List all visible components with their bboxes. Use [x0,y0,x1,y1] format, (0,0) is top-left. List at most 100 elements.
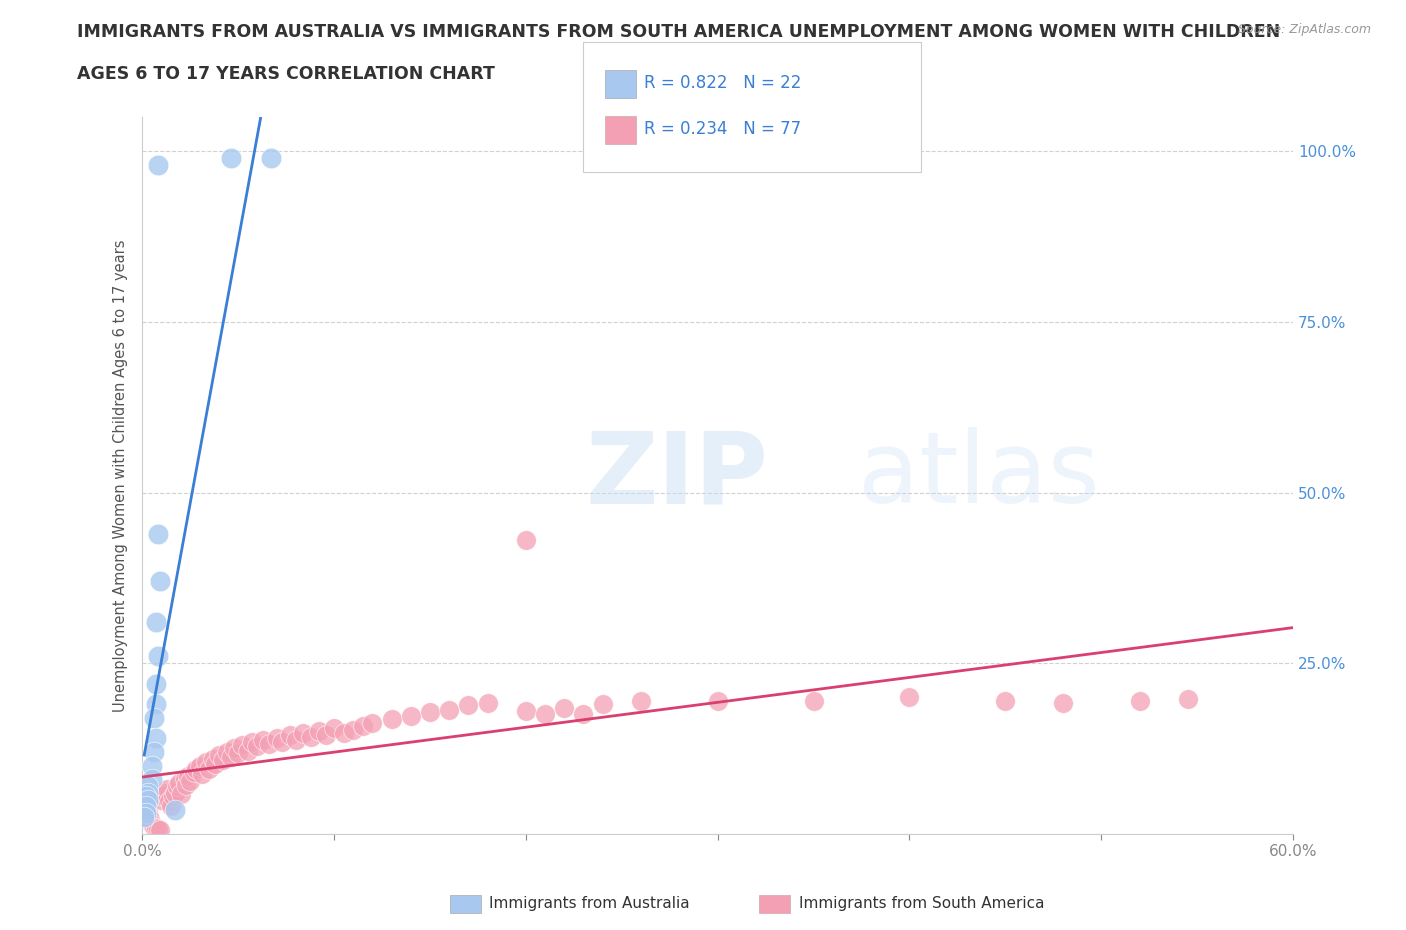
Text: R = 0.234   N = 77: R = 0.234 N = 77 [644,120,801,139]
Point [150,792,173,807]
Point [136,786,159,801]
Point [260,151,283,166]
Text: Immigrants from South America: Immigrants from South America [799,897,1045,911]
Point [166,778,188,793]
Point [246,739,269,754]
Point [176,777,198,792]
Point [139,811,162,826]
Point [352,719,374,734]
Point [183,765,205,780]
Point [278,727,301,742]
Point [204,757,226,772]
Point [898,690,921,705]
Point [257,737,280,751]
Point [136,806,159,821]
Point [224,741,246,756]
Point [173,772,195,787]
Point [146,821,169,836]
Point [284,732,307,747]
Y-axis label: Unemployment Among Women with Children Ages 6 to 17 years: Unemployment Among Women with Children A… [114,239,128,711]
Point [271,734,294,749]
Point [190,766,212,781]
Point [163,803,186,817]
Point [399,709,422,724]
Point [163,786,186,801]
Point [160,799,183,814]
Point [198,762,221,777]
Point [157,793,180,808]
Point [145,697,167,711]
Point [145,821,167,836]
Point [169,787,191,802]
Point [226,746,249,761]
Point [136,792,159,807]
Point [155,786,177,801]
Point [146,526,169,541]
Point [135,806,157,821]
Point [457,698,479,713]
Point [134,809,156,824]
Point [142,819,165,834]
Point [219,151,242,166]
Point [1129,693,1152,708]
Point [219,750,242,764]
Point [332,725,354,740]
Point [240,734,263,749]
Point [803,693,825,708]
Point [141,817,163,831]
Point [308,724,330,738]
Text: IMMIGRANTS FROM AUSTRALIA VS IMMIGRANTS FROM SOUTH AMERICA UNEMPLOYMENT AMONG WO: IMMIGRANTS FROM AUSTRALIA VS IMMIGRANTS … [77,23,1281,41]
Point [515,703,537,718]
Point [148,822,170,837]
Point [252,732,274,747]
Point [299,729,322,744]
Point [141,772,163,787]
Point [141,758,163,773]
Point [142,744,165,759]
Point [162,789,184,804]
Point [630,693,652,708]
Point [179,773,201,788]
Point [202,751,225,766]
Point [323,721,346,736]
Point [266,731,288,746]
Point [142,711,165,725]
Point [1052,696,1074,711]
Point [145,731,167,746]
Point [212,752,235,767]
Text: Source: ZipAtlas.com: Source: ZipAtlas.com [1237,23,1371,36]
Point [135,801,157,816]
Text: AGES 6 TO 17 YEARS CORRELATION CHART: AGES 6 TO 17 YEARS CORRELATION CHART [77,65,495,83]
Text: atlas: atlas [858,427,1099,524]
Text: R = 0.822   N = 22: R = 0.822 N = 22 [644,73,801,92]
Point [146,157,169,172]
Point [381,711,404,726]
Point [231,737,253,752]
Point [534,707,557,722]
Point [553,700,575,715]
Text: Immigrants from Australia: Immigrants from Australia [489,897,690,911]
Point [135,799,157,814]
Point [215,744,238,759]
Point [184,762,207,777]
Point [342,723,364,737]
Point [572,707,595,722]
Point [315,727,337,742]
Point [152,789,174,804]
Point [135,789,157,804]
Point [146,649,169,664]
Point [236,743,259,758]
Point [1177,691,1199,706]
Point [994,693,1017,708]
Point [136,778,159,793]
Point [706,693,728,708]
Point [156,782,179,797]
Point [145,615,167,630]
Text: ZIP: ZIP [585,427,768,524]
Point [188,758,211,773]
Point [292,725,315,740]
Point [167,776,190,790]
Point [437,702,460,717]
Point [515,533,537,548]
Point [145,676,167,691]
